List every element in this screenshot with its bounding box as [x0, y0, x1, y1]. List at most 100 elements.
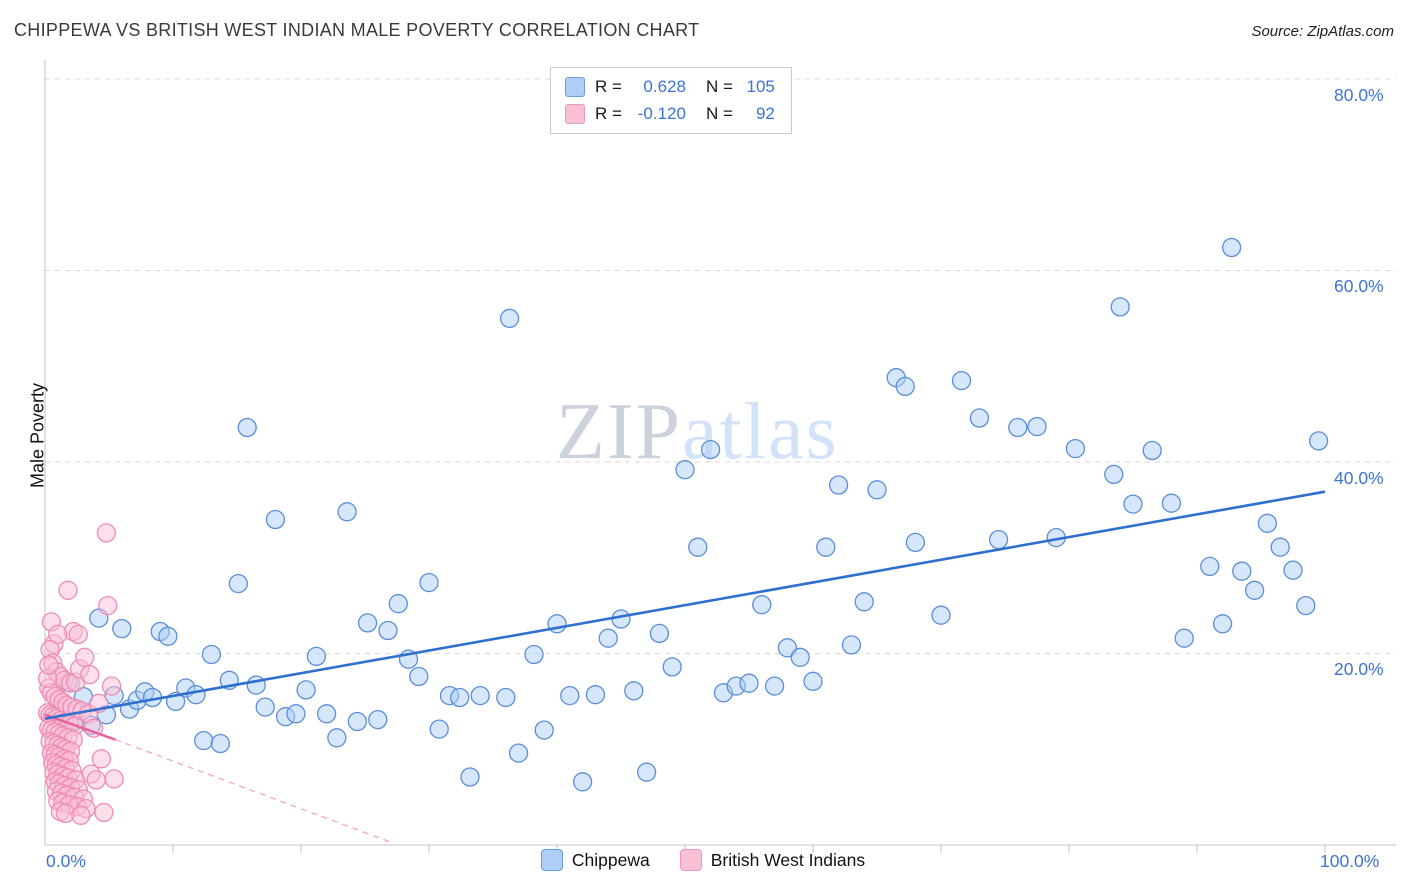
n-label: N = — [705, 77, 733, 96]
n-value-chippewa: 105 — [746, 77, 775, 96]
scatter-point-chippewa — [1161, 493, 1182, 513]
scatter-point-chippewa — [764, 676, 785, 696]
scatter-point-chippewa — [1308, 431, 1329, 451]
bwi-legend-label: British West Indians — [710, 849, 866, 870]
legend-box: R = 0.628 N = 105 R = -0.120 N = 92 — [550, 67, 792, 134]
scatter-point-chippewa — [194, 730, 214, 751]
scatter-point-chippewa — [624, 681, 644, 701]
scatter-point-chippewa — [158, 626, 178, 646]
scatter-point-chippewa — [228, 573, 248, 594]
scatter-point-chippewa — [611, 609, 631, 629]
scatter-point-british-west-indians — [58, 580, 78, 600]
scatter-point-chippewa — [534, 720, 554, 740]
scatter-point-chippewa — [560, 685, 580, 706]
scatter-point-chippewa — [337, 502, 357, 522]
scatter-point-chippewa — [572, 772, 593, 792]
scatter-point-chippewa — [499, 308, 520, 329]
scatter-point-chippewa — [470, 685, 490, 706]
scatter-point-chippewa — [895, 376, 915, 397]
y-tick-40: 40.0% — [1334, 468, 1384, 488]
scatter-point-british-west-indians — [101, 676, 122, 696]
x-tick-100: 100.0% — [1320, 851, 1380, 871]
scatter-point-chippewa — [210, 733, 231, 754]
scatter-point-chippewa — [524, 644, 544, 665]
scatter-point-chippewa — [306, 646, 327, 667]
scatter-point-chippewa — [988, 529, 1009, 550]
scatter-point-chippewa — [1008, 417, 1028, 438]
bottom-legend-item-chippewa: Chippewa — [540, 849, 650, 871]
r-value-bwi: -0.120 — [637, 104, 686, 123]
bwi-legend-swatch-icon — [679, 849, 702, 871]
y-tick-20: 20.0% — [1334, 659, 1384, 679]
scatter-point-chippewa — [409, 666, 429, 687]
scatter-point-chippewa — [237, 417, 257, 438]
r-value-chippewa: 0.628 — [643, 77, 686, 96]
scatter-point-chippewa — [496, 687, 516, 708]
scatter-point-chippewa — [585, 685, 606, 705]
scatter-point-chippewa — [429, 719, 449, 739]
scatter-point-chippewa — [739, 673, 759, 693]
zipatlas-watermark: ZIPatlas — [556, 392, 839, 472]
scatter-point-chippewa — [508, 743, 529, 763]
scatter-point-chippewa — [1257, 513, 1278, 533]
scatter-point-chippewa — [1123, 494, 1143, 514]
scatter-point-chippewa — [1200, 556, 1220, 577]
scatter-point-chippewa — [378, 620, 398, 641]
x-tick-0: 0.0% — [46, 851, 86, 871]
scatter-point-british-west-indians — [104, 769, 124, 789]
scatter-point-chippewa — [841, 635, 862, 655]
scatter-point-british-west-indians — [98, 595, 118, 616]
y-tick-80: 80.0% — [1334, 85, 1384, 105]
bwi-trend-line — [44, 713, 116, 741]
scatter-point-chippewa — [969, 408, 990, 428]
scatter-point-chippewa — [688, 537, 708, 557]
bwi-trend-line-dashed — [115, 739, 394, 844]
y-axis-title: Male Poverty — [27, 382, 48, 489]
scatter-point-chippewa — [598, 628, 618, 648]
scatter-point-chippewa — [460, 767, 480, 787]
r-label: R = — [595, 77, 622, 96]
scatter-point-chippewa — [286, 704, 306, 724]
scatter-point-chippewa — [777, 638, 798, 658]
scatter-point-chippewa — [1244, 580, 1265, 600]
scatter-point-british-west-indians — [68, 624, 88, 645]
bwi-swatch-icon — [565, 104, 585, 124]
chippewa-trend-line — [44, 490, 1326, 720]
legend-row-bwi: R = -0.120 N = 92 — [565, 104, 775, 124]
scatter-point-chippewa — [675, 460, 695, 480]
scatter-point-chippewa — [636, 762, 657, 782]
scatter-point-chippewa — [1142, 440, 1162, 461]
scatter-point-chippewa — [1296, 595, 1316, 616]
n-value-bwi: 92 — [755, 104, 775, 123]
scatter-point-chippewa — [662, 657, 682, 677]
scatter-point-chippewa — [700, 439, 721, 460]
scatter-point-chippewa — [316, 704, 337, 724]
bottom-legend: Chippewa British West Indians — [0, 849, 1406, 871]
scatter-point-british-west-indians — [86, 770, 106, 790]
scatter-point-chippewa — [368, 709, 388, 730]
scatter-point-chippewa — [1212, 614, 1233, 634]
scatter-point-chippewa — [803, 671, 823, 691]
scatter-point-chippewa — [752, 595, 772, 615]
r-label: R = — [595, 104, 622, 123]
scatter-point-chippewa — [357, 613, 378, 633]
scatter-point-chippewa — [347, 711, 367, 732]
scatter-point-british-west-indians — [80, 664, 100, 685]
scatter-point-chippewa — [1221, 237, 1242, 258]
y-tick-60: 60.0% — [1334, 276, 1384, 296]
scatter-point-british-west-indians — [96, 523, 117, 543]
scatter-point-chippewa — [790, 647, 810, 667]
legend-row-chippewa: R = 0.628 N = 105 — [565, 77, 775, 97]
scatter-point-chippewa — [255, 697, 275, 717]
scatter-point-chippewa — [1104, 464, 1124, 485]
scatter-point-british-west-indians — [94, 802, 114, 823]
scatter-point-chippewa — [419, 572, 439, 593]
scatter-point-chippewa — [1283, 560, 1303, 580]
scatter-point-chippewa — [1232, 561, 1252, 581]
scatter-point-british-west-indians — [75, 647, 95, 667]
scatter-point-british-west-indians — [39, 655, 59, 675]
scatter-point-chippewa — [1065, 438, 1086, 459]
n-label: N = — [705, 104, 733, 123]
scatter-point-chippewa — [186, 685, 206, 705]
